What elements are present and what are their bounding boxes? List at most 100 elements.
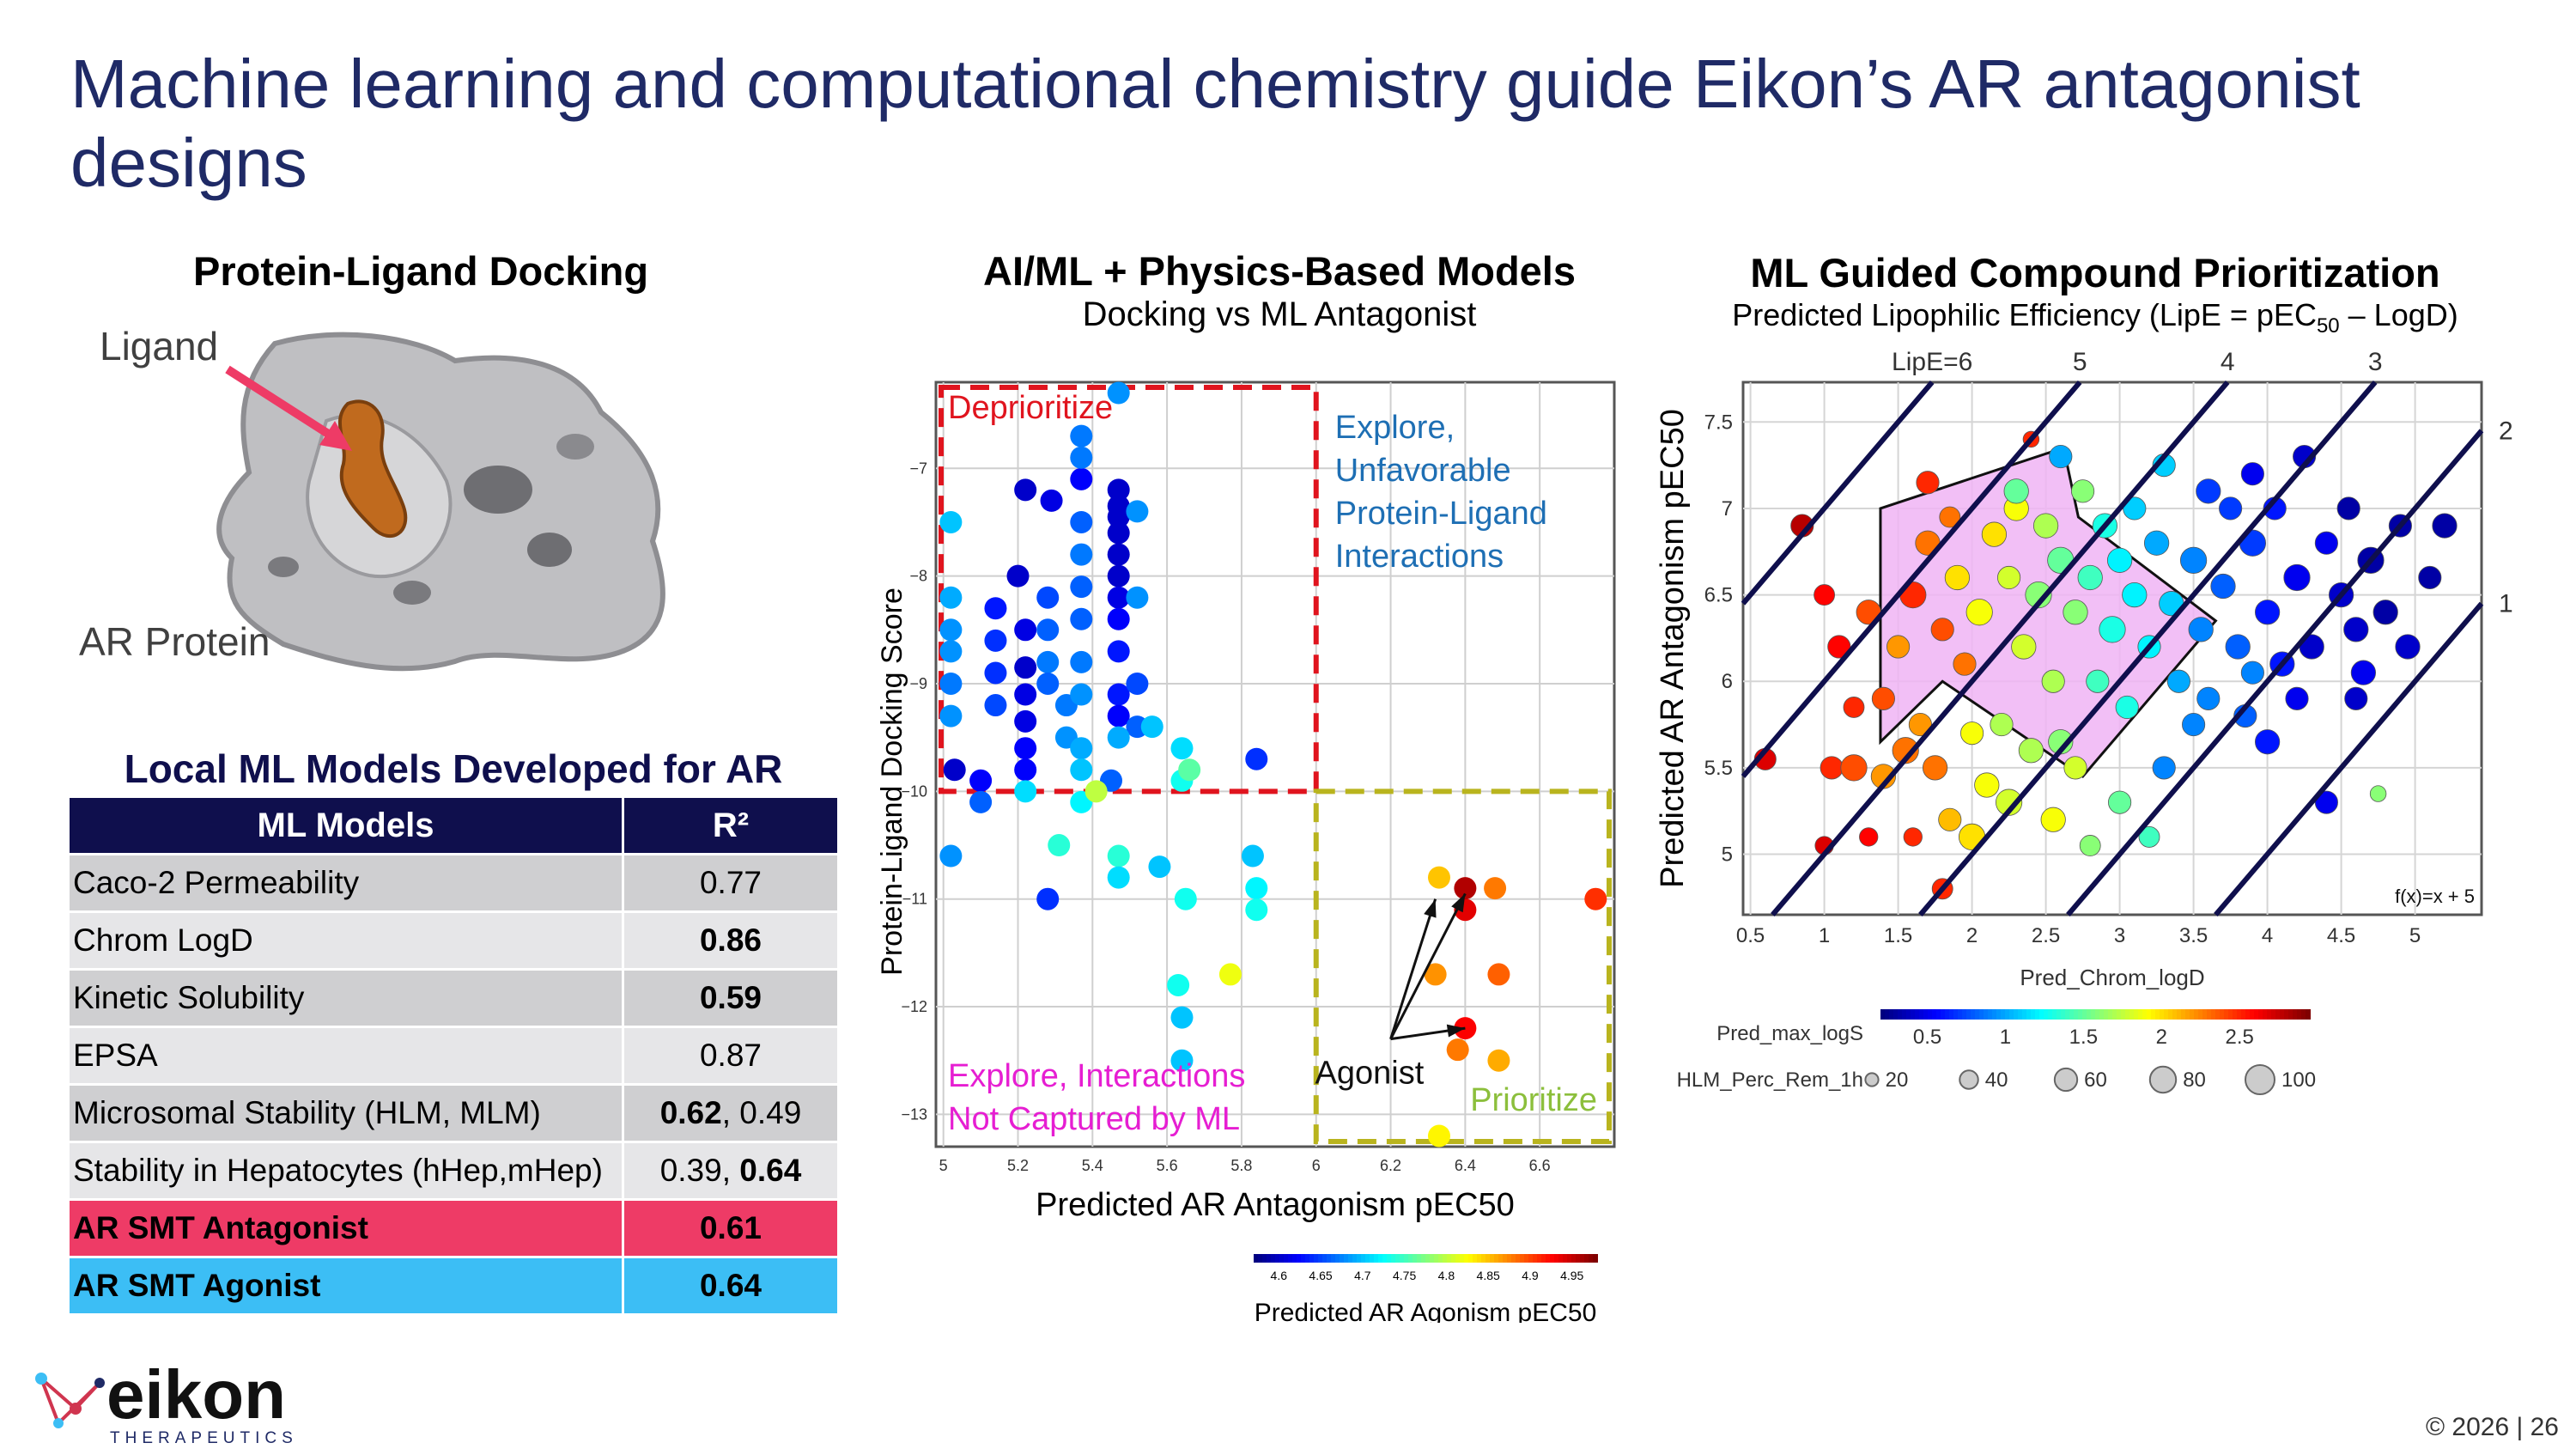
data-point — [1107, 726, 1130, 749]
data-point — [1014, 618, 1037, 642]
color-legend-tick: 2.5 — [2225, 1026, 2253, 1049]
color-legend-swatch — [2065, 1009, 2070, 1020]
x-tick-label: 6.6 — [1529, 1157, 1551, 1174]
data-point — [939, 618, 963, 642]
data-point — [1245, 877, 1268, 900]
color-legend-swatch — [1971, 1009, 1976, 1020]
page-title: Machine learning and computational chemi… — [70, 46, 2360, 201]
color-legend-swatch — [2293, 1009, 2298, 1020]
colorbar-swatch — [1546, 1254, 1551, 1263]
chart2-subtitle: Predicted Lipophilic Efficiency (LipE = … — [1732, 297, 2458, 338]
colorbar-swatch — [1533, 1254, 1538, 1263]
lipe-label: LipE=6 — [1892, 348, 1972, 376]
model-r2-plain: 0.39, — [659, 1153, 740, 1188]
data-point — [1446, 1038, 1469, 1062]
color-legend-swatch — [2001, 1009, 2006, 1020]
color-legend-swatch — [2181, 1009, 2186, 1020]
color-legend-swatch — [2091, 1009, 2096, 1020]
color-legend-swatch — [2177, 1009, 2182, 1020]
x-tick-label: 5.2 — [1007, 1157, 1029, 1174]
logo-tagline: THERAPEUTICS — [110, 1429, 298, 1447]
data-point — [939, 672, 963, 695]
prioritize-label: Prioritize — [1470, 1082, 1597, 1118]
colorbar-swatch — [1254, 1254, 1259, 1263]
colorbar-swatch — [1391, 1254, 1396, 1263]
data-point — [1070, 543, 1093, 566]
table-header-row: ML Models R² — [67, 795, 840, 855]
colorbar-swatch — [1434, 1254, 1439, 1263]
data-point — [1840, 754, 1868, 782]
color-legend-swatch — [1919, 1009, 1924, 1020]
data-point — [1006, 564, 1030, 588]
colorbar-swatch — [1507, 1254, 1512, 1263]
color-legend-swatch — [2147, 1009, 2152, 1020]
data-point — [1036, 887, 1060, 910]
size-legend-marker — [1864, 1072, 1880, 1087]
data-point — [1178, 758, 1201, 782]
colorbar-swatch — [1473, 1254, 1478, 1263]
colorbar-swatch — [1541, 1254, 1546, 1263]
data-point — [1871, 686, 1895, 710]
table-row: Stability in Hepatocytes (hHep,mHep) 0.3… — [67, 1141, 840, 1201]
data-point — [1170, 737, 1194, 760]
chart1-subtitle: Docking vs ML Antagonist — [1082, 295, 1477, 333]
x-tick-label: 5.6 — [1157, 1157, 1178, 1174]
color-legend-swatch — [2301, 1009, 2306, 1020]
colorbar-swatch — [1413, 1254, 1418, 1263]
data-point — [1107, 478, 1130, 502]
color-legend-swatch — [2052, 1009, 2057, 1020]
size-legend-value: 60 — [2084, 1068, 2107, 1092]
data-point — [1107, 844, 1130, 868]
colorbar-swatch — [1421, 1254, 1426, 1263]
data-point — [2041, 669, 2065, 693]
color-legend-swatch — [2121, 1009, 2126, 1020]
color-legend-swatch — [2031, 1009, 2036, 1020]
table-row-antagonist: AR SMT Antagonist 0.61 — [67, 1198, 840, 1258]
data-point — [1070, 737, 1093, 760]
explore-unfavorable-label: Interactions — [1335, 539, 1504, 575]
data-point — [1036, 586, 1060, 609]
color-legend-swatch — [1979, 1009, 1984, 1020]
data-point — [1886, 635, 1911, 659]
color-legend-label: Pred_max_logS — [1716, 1022, 1863, 1045]
data-point — [2369, 785, 2387, 802]
colorbar-swatch — [1460, 1254, 1465, 1263]
color-legend-swatch — [2224, 1009, 2229, 1020]
colorbar-swatch — [1404, 1254, 1409, 1263]
lipe-line — [1771, 381, 2230, 916]
model-r2: 0.64 — [622, 1256, 840, 1316]
explore-not-captured-label: Not Captured by ML — [948, 1101, 1240, 1137]
color-legend-swatch — [2022, 1009, 2027, 1020]
data-point — [2283, 563, 2311, 592]
data-point — [1241, 844, 1264, 868]
colorbar-swatch — [1284, 1254, 1289, 1263]
data-point — [1427, 866, 1450, 889]
chart1-title: AI/ML + Physics-Based Models — [983, 248, 1576, 294]
color-legend-swatch — [2142, 1009, 2148, 1020]
colorbar-swatch — [1335, 1254, 1340, 1263]
x-axis-label: Predicted AR Antagonism pEC50 — [1036, 1187, 1515, 1223]
size-legend-marker — [2148, 1065, 2178, 1094]
data-point — [1107, 704, 1130, 728]
colorbar-swatch — [1322, 1254, 1327, 1263]
data-point — [1014, 780, 1037, 803]
colorbar-tick: 4.7 — [1354, 1269, 1371, 1282]
x-tick-label: 6 — [1312, 1157, 1321, 1174]
y-tick-label: 7.5 — [1704, 411, 1733, 434]
data-point — [1944, 564, 1971, 591]
data-point — [2152, 756, 2176, 780]
colorbar-swatch — [1455, 1254, 1461, 1263]
copyright: © 2026 | 26 — [2425, 1413, 2559, 1441]
colorbar-swatch — [1481, 1254, 1486, 1263]
model-name: Caco-2 Permeability — [67, 853, 624, 913]
colorbar-swatch — [1417, 1254, 1422, 1263]
color-legend-swatch — [2233, 1009, 2238, 1020]
colorbar-swatch — [1408, 1254, 1413, 1263]
agonist-label: Agonist — [1315, 1056, 1425, 1092]
data-point — [2395, 634, 2421, 660]
colorbar-swatch — [1550, 1254, 1555, 1263]
color-legend-swatch — [2280, 1009, 2285, 1020]
model-name: Microsomal Stability (HLM, MLM) — [67, 1083, 624, 1143]
data-point — [1107, 640, 1130, 663]
x-tick-label: 6.2 — [1380, 1157, 1401, 1174]
